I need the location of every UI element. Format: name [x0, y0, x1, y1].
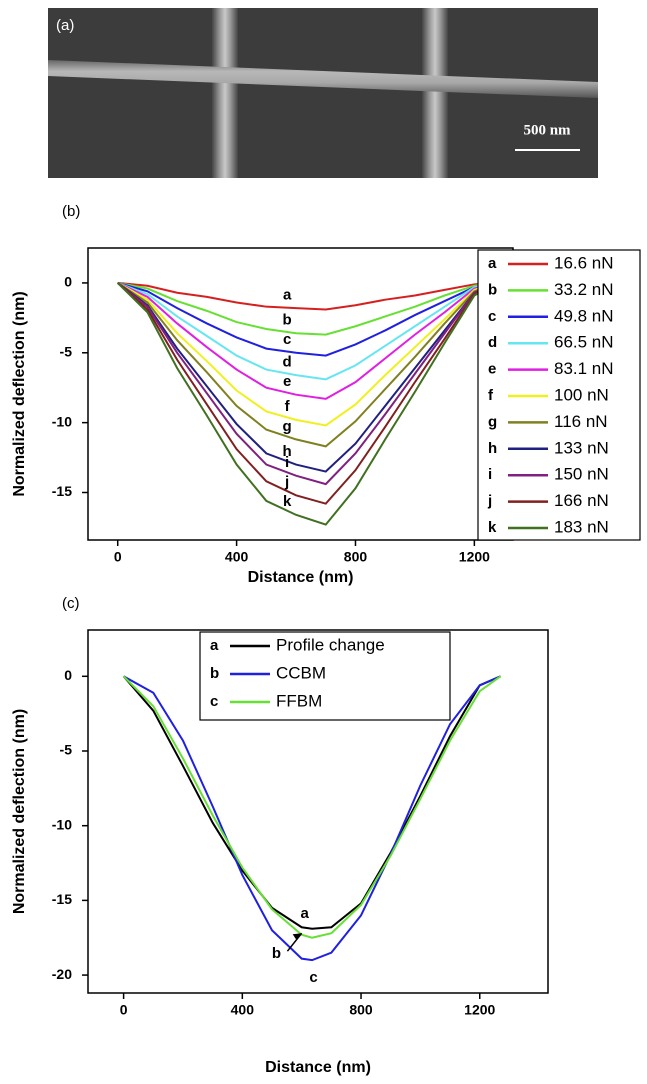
line [117, 282, 498, 486]
legend-letter: e [488, 361, 496, 378]
curve-label: c [283, 331, 291, 348]
line [117, 282, 498, 505]
line [117, 282, 498, 473]
line [117, 281, 498, 448]
legend-letter: h [488, 440, 497, 457]
curve-label: a [283, 286, 292, 303]
annotation: a [300, 905, 309, 922]
legend-label: 100 nN [554, 385, 609, 404]
legend-label: 183 nN [554, 517, 609, 536]
curve-label: b [283, 312, 292, 329]
curve-label: e [283, 373, 291, 390]
legend-label: 83.1 nN [554, 359, 614, 378]
legend-label: 49.8 nN [554, 306, 614, 325]
legend-letter: c [210, 693, 218, 710]
legend-letter: a [210, 637, 219, 654]
legend-label: 16.6 nN [554, 253, 614, 272]
legend-letter: d [488, 334, 497, 351]
y-tick-label: -15 [52, 483, 72, 499]
nanowire [48, 60, 598, 98]
x-tick-label: 0 [120, 1002, 128, 1018]
line [117, 282, 498, 526]
legend-label: 150 nN [554, 465, 609, 484]
curve-label: f [285, 398, 291, 415]
legend-label: 66.5 nN [554, 333, 614, 352]
x-tick-label: 400 [231, 1002, 255, 1018]
legend-letter: b [488, 281, 497, 298]
legend-letter: b [210, 665, 219, 682]
x-tick-label: 800 [344, 549, 368, 565]
curve-label: h [283, 443, 292, 460]
curve-label: g [283, 418, 292, 435]
legend-letter: c [488, 308, 496, 325]
legend-label: 116 nN [554, 412, 608, 431]
legend-letter: f [488, 387, 494, 404]
curve-label: d [283, 354, 292, 371]
x-tick-label: 800 [349, 1002, 373, 1018]
legend-label: Profile change [276, 635, 385, 654]
curve-label: i [285, 454, 289, 471]
legend-label: 133 nN [554, 438, 609, 457]
y-tick-label: 0 [64, 274, 72, 290]
line [117, 281, 497, 311]
legend-box [477, 249, 641, 541]
y-tick-label: -15 [52, 891, 72, 907]
y-tick-label: -5 [60, 742, 73, 758]
arrow-head [292, 933, 302, 941]
line [123, 675, 501, 962]
panel-label: (b) [62, 203, 80, 220]
curve-label: j [284, 474, 289, 491]
wire [212, 8, 238, 178]
scale-bar-label: 500 nm [523, 122, 571, 138]
line [122, 675, 501, 930]
legend-label: CCBM [276, 663, 326, 682]
legend-letter: i [488, 466, 492, 483]
x-tick-label: 1200 [464, 1002, 495, 1018]
legend-letter: g [488, 413, 497, 430]
y-axis-title: Normalized deflection (nm) [11, 291, 28, 496]
sem-image: (a) 500 nm [48, 8, 598, 178]
line [117, 281, 497, 357]
plot-frame [87, 629, 549, 994]
line [117, 281, 497, 336]
y-tick-label: -5 [60, 343, 73, 359]
line [117, 281, 497, 400]
wire [422, 8, 448, 178]
curve-label: k [283, 493, 292, 510]
y-tick-label: -10 [52, 816, 72, 832]
line [117, 281, 497, 381]
line [122, 675, 502, 939]
y-tick-label: -20 [52, 966, 72, 982]
legend-letter: a [488, 255, 497, 272]
annotation: b [272, 945, 281, 962]
annotation: c [309, 969, 317, 986]
x-tick-label: 0 [114, 549, 122, 565]
x-axis-title: Distance (nm) [265, 1059, 371, 1076]
legend-label: 33.2 nN [554, 280, 614, 299]
legend-label: FFBM [276, 691, 322, 710]
y-tick-label: 0 [64, 667, 72, 683]
x-tick-label: 1200 [459, 549, 490, 565]
x-tick-label: 400 [225, 549, 249, 565]
legend-label: 166 nN [554, 491, 609, 510]
line [117, 281, 497, 427]
x-axis-title: Distance (nm) [248, 569, 354, 586]
legend-letter: k [488, 519, 497, 536]
y-tick-label: -10 [52, 413, 72, 429]
y-axis-title: Normalized deflection (nm) [11, 709, 28, 914]
panel-label: (c) [62, 595, 80, 612]
legend-letter: j [487, 493, 492, 510]
panel-label: (a) [56, 17, 74, 34]
